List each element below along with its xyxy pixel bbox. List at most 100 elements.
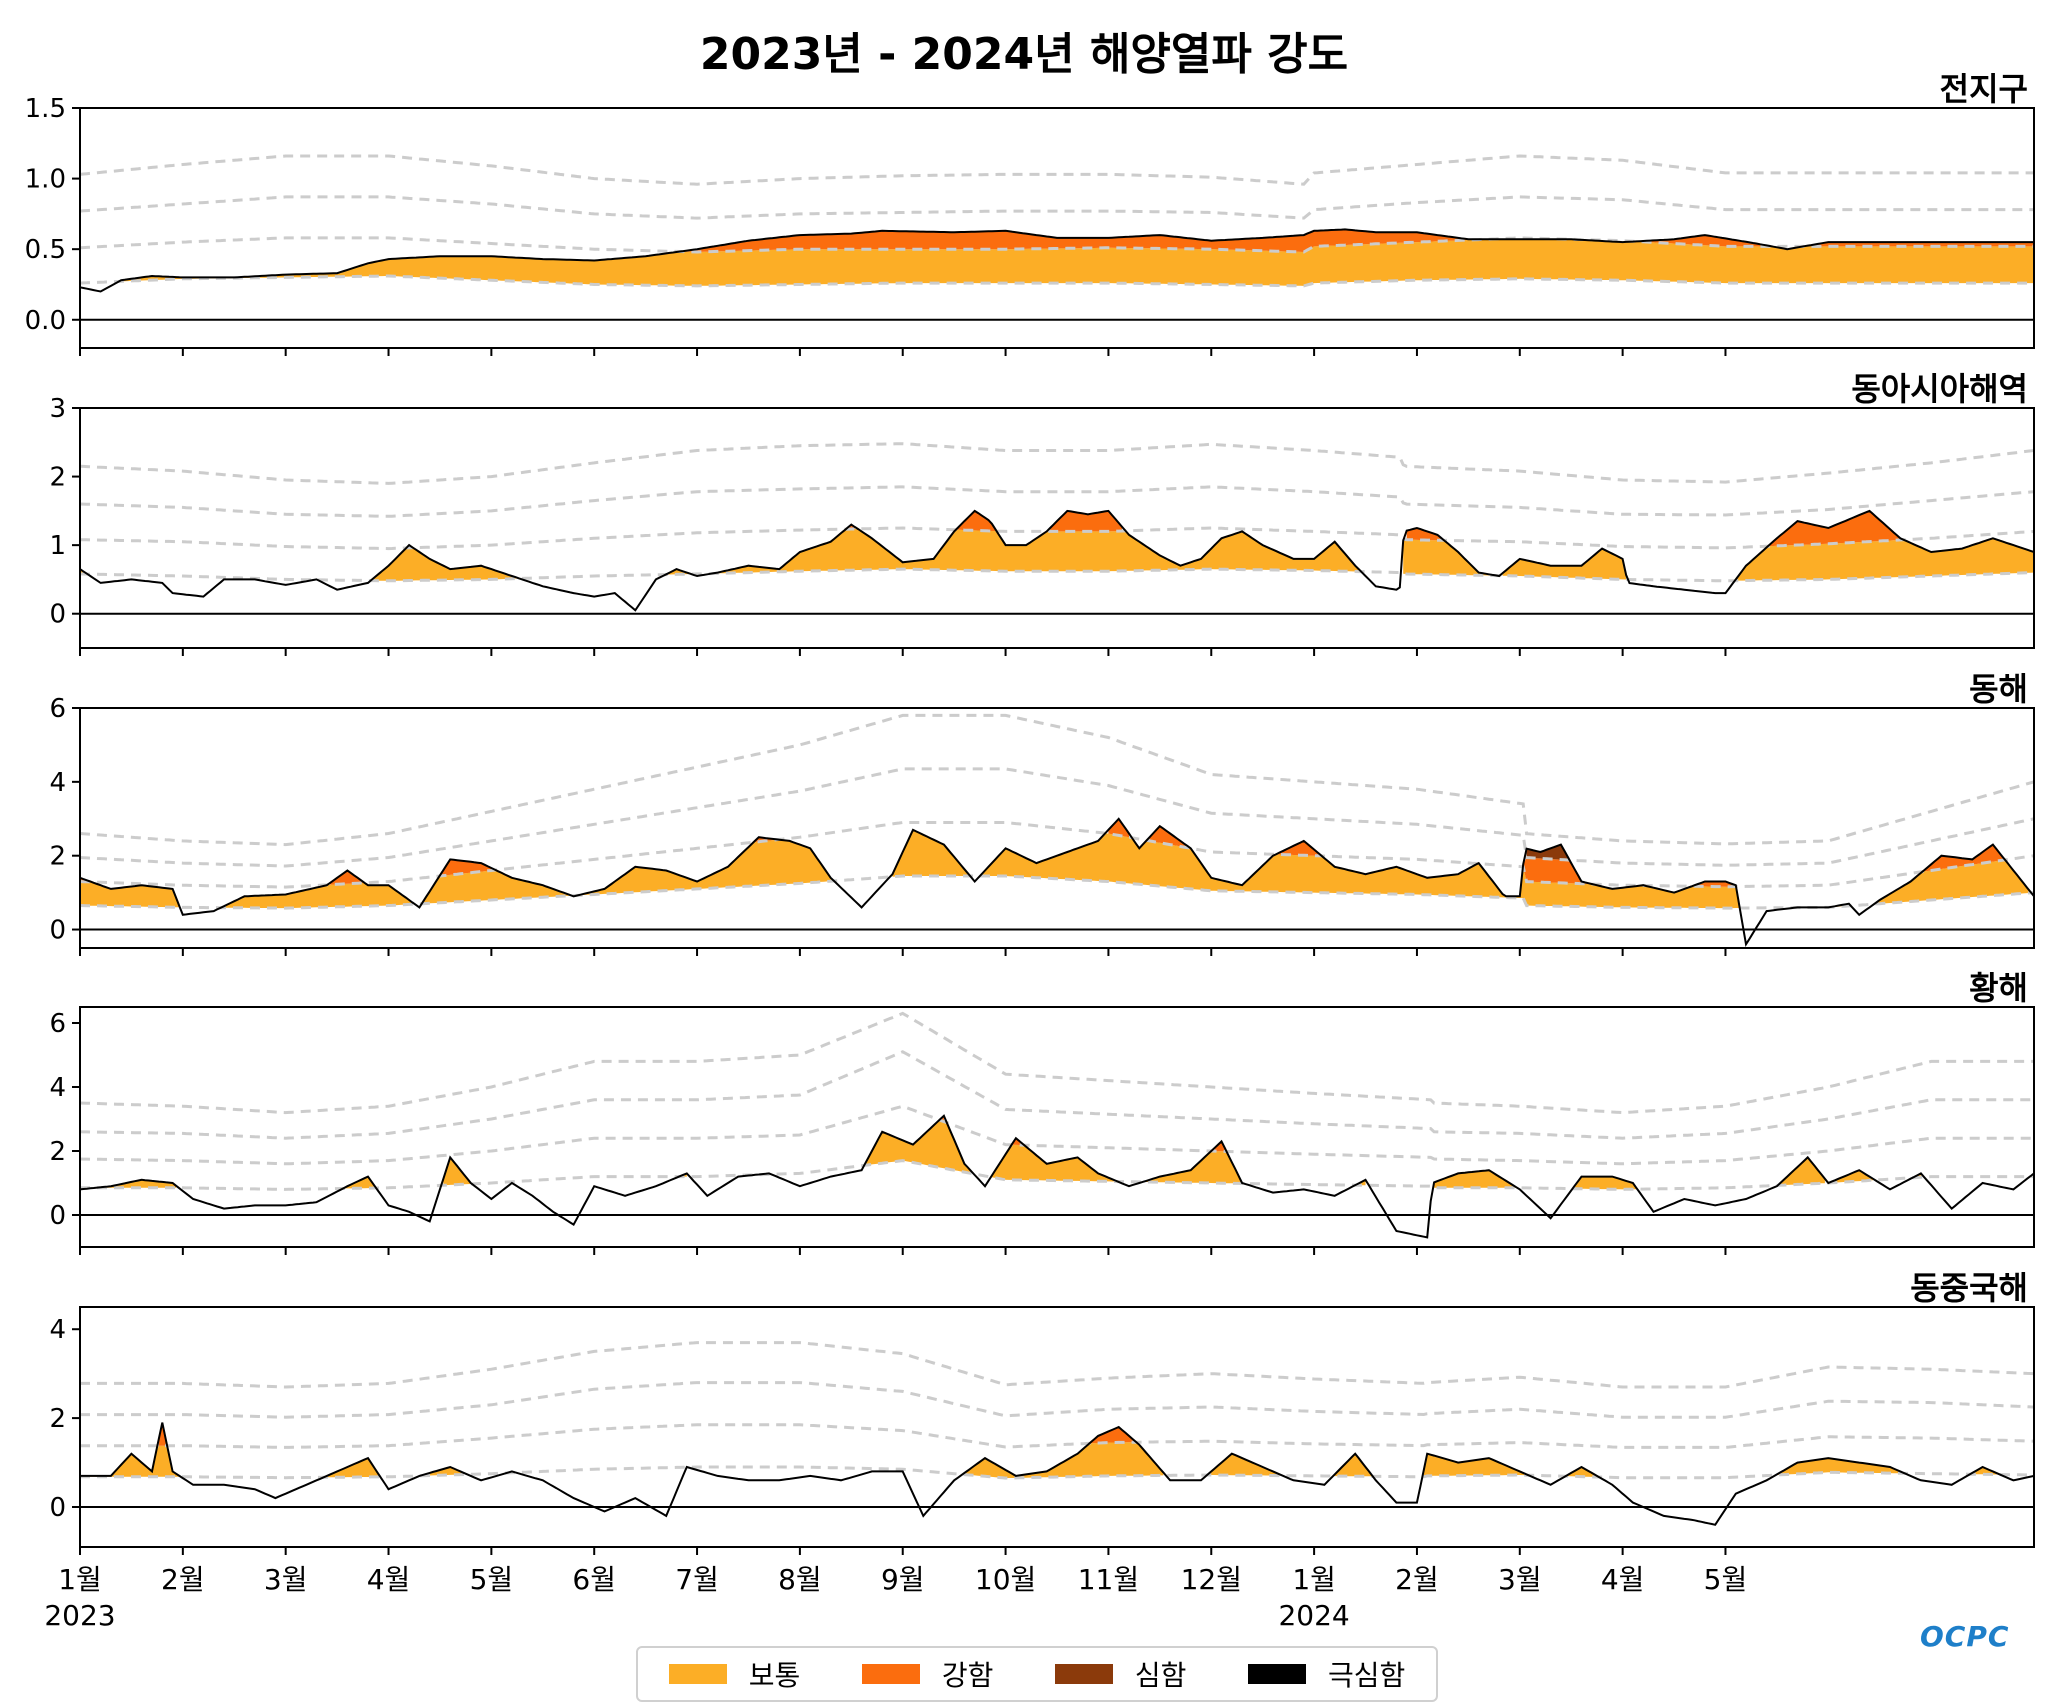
ytick-label-3-1: 2 xyxy=(49,1137,66,1167)
band-moderate-0 xyxy=(121,239,2035,286)
xtick-label-7: 8월 xyxy=(778,1563,822,1596)
ytick-label-3-3: 6 xyxy=(49,1009,66,1039)
chart-title: 2023년 - 2024년 해양열파 강도 xyxy=(699,29,1349,80)
panel-frame-0 xyxy=(79,107,2035,349)
band-strong-3 xyxy=(940,1115,1225,1152)
ytick-label-1-3: 3 xyxy=(49,394,66,424)
panel-frame-2 xyxy=(79,707,2035,949)
ytick-label-4-0: 0 xyxy=(49,1493,66,1523)
panel-title-1: 동아시아해역 xyxy=(1851,370,2028,408)
band-moderate-3 xyxy=(97,1120,2035,1190)
threshold-line-1x-0 xyxy=(79,274,2034,288)
xtick-label-6: 7월 xyxy=(675,1563,719,1596)
threshold-line-2x-4 xyxy=(80,1423,2035,1449)
xtick-label-1: 2월 xyxy=(161,1563,205,1596)
xtick-label-14: 3월 xyxy=(1498,1563,1542,1596)
ytick-label-3-2: 4 xyxy=(49,1073,66,1103)
legend-swatch-severe xyxy=(1054,1664,1113,1684)
ytick-label-4-1: 2 xyxy=(49,1404,66,1434)
threshold-line-3x-3 xyxy=(79,1050,2034,1140)
ytick-label-1-1: 1 xyxy=(49,531,66,561)
ytick-label-2-0: 0 xyxy=(49,916,66,946)
ytick-label-2-2: 4 xyxy=(49,768,66,798)
threshold-line-3x-4 xyxy=(80,1381,2035,1419)
legend-swatch-strong xyxy=(861,1664,920,1684)
xtick-label-12: 1월 xyxy=(1292,1563,1336,1596)
xtick-label-0: 1월 xyxy=(58,1563,102,1596)
ocpc-logo: OCPC xyxy=(1920,1620,2010,1653)
threshold-line-3x-0 xyxy=(79,195,2034,220)
ytick-label-4-2: 4 xyxy=(49,1315,66,1345)
legend-swatch-moderate xyxy=(668,1664,727,1684)
xtick-label-9: 10월 xyxy=(975,1563,1036,1596)
legend-label-extreme: 극심함 xyxy=(1327,1659,1406,1692)
ytick-label-3-0: 0 xyxy=(49,1201,66,1231)
legend-label-severe: 심함 xyxy=(1134,1659,1187,1692)
threshold-line-1x-2 xyxy=(79,874,2035,910)
panel-title-2: 동해 xyxy=(1969,670,2028,708)
ytick-label-2-1: 2 xyxy=(49,842,66,872)
legend-item-severe: 심함 xyxy=(1054,1654,1187,1694)
xtick-label-15: 4월 xyxy=(1601,1563,1645,1596)
panel-2: 0 2 4 6 동해 xyxy=(49,670,2035,956)
legend-item-extreme: 극심함 xyxy=(1247,1654,1406,1694)
ytick-label-0-2: 1.0 xyxy=(25,165,66,195)
panel-title-3: 황해 xyxy=(1969,969,2028,1007)
legend-label-moderate: 보통 xyxy=(748,1659,801,1692)
ytick-label-0-3: 1.5 xyxy=(25,94,66,124)
anomaly-line-4 xyxy=(80,1422,2035,1526)
xtick-label-5: 6월 xyxy=(572,1563,616,1596)
xtick-label-4: 5월 xyxy=(470,1563,514,1596)
ytick-label-0-0: 0.0 xyxy=(25,306,66,336)
band-moderate-1 xyxy=(80,529,2034,581)
chart-legend: 보통 강함 심함 극심함 xyxy=(636,1646,1438,1702)
threshold-line-3x-2 xyxy=(79,767,2035,868)
legend-item-strong: 강함 xyxy=(861,1654,994,1694)
xtick-label-2: 3월 xyxy=(264,1563,308,1596)
threshold-line-2x-3 xyxy=(79,1104,2034,1166)
threshold-line-2x-2 xyxy=(79,821,2035,889)
band-strong-0 xyxy=(683,229,2034,252)
anomaly-line-3 xyxy=(79,1114,2035,1239)
threshold-line-1x-3 xyxy=(80,1159,2034,1191)
panel-frame-1 xyxy=(79,407,2035,649)
panel-0: 0.0 0.5 1.0 1.5 전지구 xyxy=(25,70,2035,356)
legend-item-moderate: 보통 xyxy=(668,1654,801,1694)
year-label-0: 2023 xyxy=(44,1599,115,1632)
threshold-line-1x-1 xyxy=(79,567,2035,583)
threshold-line-4x-2 xyxy=(79,713,2035,847)
panel-frame-4 xyxy=(79,1306,2035,1548)
xtick-label-3: 4월 xyxy=(367,1563,411,1596)
ytick-label-1-2: 2 xyxy=(49,463,66,493)
threshold-line-2x-0 xyxy=(79,236,2034,254)
xtick-label-8: 9월 xyxy=(881,1563,925,1596)
ytick-label-1-0: 0 xyxy=(49,600,66,630)
band-moderate-2 xyxy=(80,829,2031,909)
anomaly-line-0 xyxy=(79,228,2034,293)
panel-title-0: 전지구 xyxy=(1940,70,2028,108)
threshold-line-4x-3 xyxy=(79,1011,2034,1115)
panel-title-4: 동중국해 xyxy=(1910,1269,2028,1307)
threshold-line-1x-4 xyxy=(80,1465,2034,1480)
year-label-1: 2024 xyxy=(1278,1599,1349,1632)
ytick-label-0-1: 0.5 xyxy=(25,235,66,265)
anomaly-line-1 xyxy=(79,509,2035,612)
threshold-line-4x-4 xyxy=(80,1341,2035,1389)
threshold-line-4x-1 xyxy=(79,442,2035,485)
xtick-label-11: 12월 xyxy=(1181,1563,1242,1596)
panel-frame-3 xyxy=(79,1006,2035,1248)
legend-swatch-extreme xyxy=(1247,1664,1306,1684)
anomaly-line-2 xyxy=(79,817,2035,948)
threshold-line-4x-0 xyxy=(79,154,2034,186)
panel-4: 0 2 4 동중국해 xyxy=(49,1269,2035,1555)
legend-label-strong: 강함 xyxy=(941,1659,994,1692)
panel-1: 0 1 2 3 동아시아해역 xyxy=(49,370,2035,656)
band-severe-2 xyxy=(1526,844,1568,860)
xtick-label-16: 5월 xyxy=(1704,1563,1748,1596)
xtick-label-13: 2월 xyxy=(1395,1563,1439,1596)
threshold-line-3x-1 xyxy=(79,485,2035,518)
xtick-label-10: 11월 xyxy=(1078,1563,1139,1596)
ytick-label-2-3: 6 xyxy=(49,694,66,724)
panel-3: 0 2 4 6 황해 xyxy=(49,969,2035,1255)
